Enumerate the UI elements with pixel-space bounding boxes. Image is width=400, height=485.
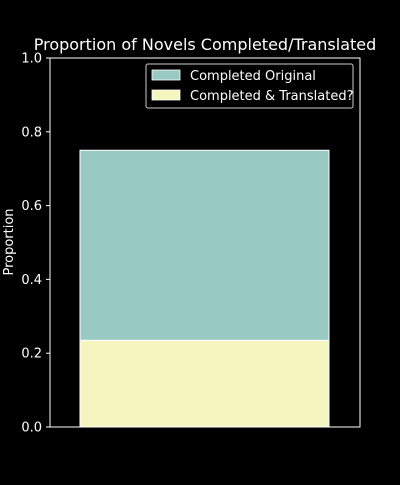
legend-frame	[145, 63, 354, 109]
axes-frame	[49, 57, 361, 428]
legend: Completed Original Completed & Translate…	[145, 63, 354, 109]
legend-swatch-completed-translated	[151, 89, 181, 101]
bar-segment-0	[79, 339, 330, 428]
legend-swatch-completed-original	[151, 69, 181, 81]
y-tick-label-3: 0.6	[21, 199, 42, 214]
plot-area: 0.0 0.2 0.4 0.6 0.8 1.0	[21, 52, 361, 436]
bar-segment-1	[79, 149, 330, 341]
y-tick-label-1: 0.2	[21, 347, 42, 362]
legend-label-completed-original: Completed Original	[190, 69, 316, 84]
chart-title: Proportion of Novels Completed/Translate…	[34, 35, 377, 54]
y-tick-label-2: 0.4	[21, 273, 42, 288]
y-tick-label-5: 1.0	[21, 52, 42, 67]
y-tick-label-0: 0.0	[21, 421, 42, 436]
y-tick-label-4: 0.8	[21, 125, 42, 140]
legend-label-completed-translated: Completed & Translated?	[190, 89, 353, 104]
y-axis-label: Proportion	[2, 208, 17, 275]
